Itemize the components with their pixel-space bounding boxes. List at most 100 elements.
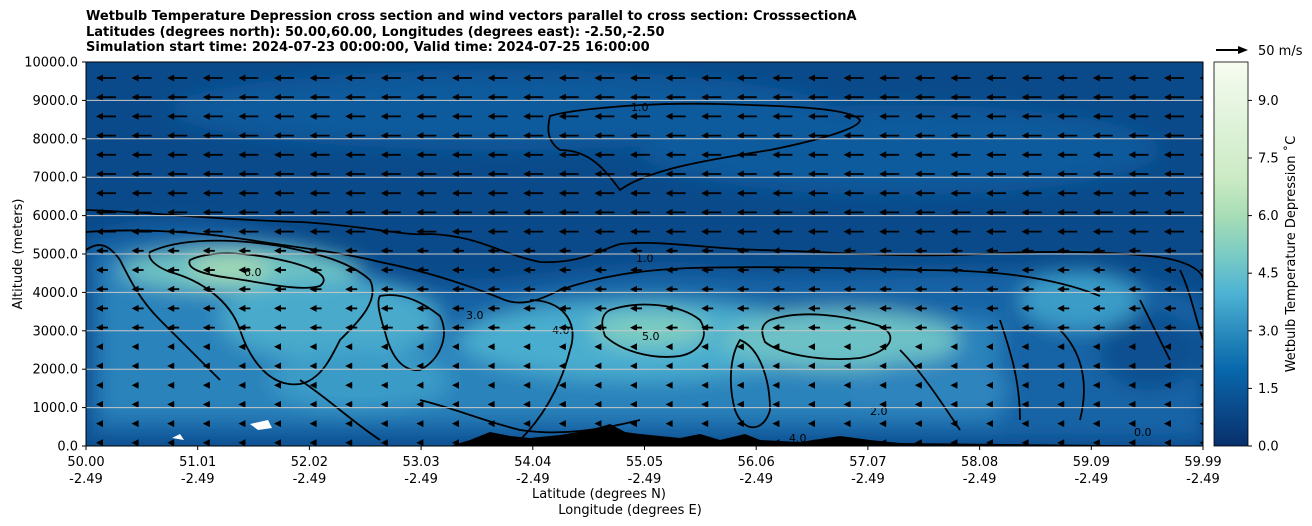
wind-arrow — [843, 285, 856, 293]
wind-arrow — [380, 247, 393, 255]
wind-vectors — [96, 74, 1203, 446]
title-line-3: Simulation start time: 2024-07-23 00:00:… — [86, 40, 650, 55]
wind-arrow — [202, 208, 223, 216]
wind-arrow — [736, 228, 757, 236]
wind-arrow — [416, 189, 437, 197]
contour-label: 3.0 — [466, 309, 484, 322]
wind-arrow — [630, 132, 650, 140]
wind-arrow — [345, 74, 366, 82]
wind-arrow — [808, 362, 815, 370]
wind-arrow — [1092, 324, 1105, 332]
colorbar-tick-label: 3.0 — [1258, 324, 1279, 339]
wind-arrow — [808, 170, 828, 178]
wind-arrow — [202, 112, 223, 120]
wind-arrow — [1164, 343, 1171, 351]
wind-arrow — [1092, 189, 1113, 197]
wind-arrow — [167, 228, 188, 236]
wind-arrow — [1128, 362, 1136, 370]
wind-arrow — [914, 400, 922, 408]
wind-arrow — [772, 381, 780, 389]
wind-arrow — [416, 266, 429, 274]
x-tick-label-lon: -2.49 — [293, 472, 327, 487]
wind-arrow — [558, 343, 566, 351]
wind-arrow — [96, 362, 103, 370]
wind-arrow — [630, 304, 642, 312]
wind-arrow — [202, 362, 210, 370]
wind-arrow — [843, 381, 851, 389]
wind-arrow — [416, 132, 437, 140]
wind-arrow — [1199, 441, 1203, 445]
wind-arrow — [772, 324, 785, 332]
wind-arrow — [808, 324, 820, 332]
wind-arrow — [986, 247, 998, 255]
wind-arrow — [843, 208, 864, 216]
wind-arrow — [594, 266, 607, 274]
wind-arrow — [1021, 170, 1042, 178]
wind-arrow — [1057, 151, 1078, 159]
wind-arrow — [914, 324, 927, 332]
wind-arrow — [1057, 74, 1078, 82]
wind-arrow — [487, 247, 500, 255]
wind-arrow — [1057, 343, 1065, 351]
wind-arrow — [96, 112, 116, 120]
wind-arrow — [594, 151, 615, 159]
wind-arrow — [558, 285, 571, 293]
wind-arrow — [1092, 420, 1100, 428]
wind-arrow — [1199, 95, 1203, 99]
wind-arrow — [843, 420, 851, 428]
wind-arrow — [1021, 324, 1034, 332]
wind-arrow — [914, 228, 935, 236]
wind-arrow — [96, 189, 116, 197]
wind-arrow — [131, 324, 144, 332]
wind-arrow — [487, 151, 508, 159]
wind-arrow — [380, 362, 388, 370]
wind-arrow — [345, 112, 366, 120]
wind-arrow — [630, 74, 650, 82]
wind-arrow — [167, 170, 188, 178]
wind-arrow — [1199, 364, 1203, 368]
wind-arrow — [879, 112, 900, 120]
wind-arrow — [630, 208, 650, 216]
contour-label: 2.0 — [870, 405, 888, 418]
wind-arrow — [1057, 381, 1065, 389]
x-tick-label-lat: 57.07 — [849, 455, 886, 470]
wind-arrow — [914, 132, 935, 140]
wind-arrow — [950, 266, 963, 274]
wind-arrow — [131, 343, 139, 351]
wind-arrow — [274, 400, 281, 408]
wind-arrow — [772, 247, 785, 255]
wind-arrow — [630, 228, 650, 236]
wind-arrow — [1021, 228, 1042, 236]
wind-arrow — [345, 93, 366, 101]
wind-arrow — [879, 343, 887, 351]
wind-arrow — [665, 400, 673, 408]
wind-arrow — [879, 208, 900, 216]
wind-arrow — [1021, 420, 1029, 428]
wind-arrow — [380, 285, 393, 293]
wind-arrow — [202, 228, 223, 236]
wind-arrow — [701, 189, 722, 197]
wind-arrow — [1164, 74, 1184, 82]
wind-arrow — [416, 400, 424, 408]
wind-arrow — [96, 439, 103, 446]
wind-arrow — [131, 189, 152, 197]
wind-arrow — [1128, 93, 1149, 101]
wind-arrow — [96, 132, 116, 140]
title-line-1: Wetbulb Temperature Depression cross sec… — [86, 9, 857, 24]
wind-arrow — [1199, 421, 1203, 426]
wind-arrow — [96, 228, 116, 236]
wind-arrow — [274, 343, 281, 351]
wind-arrow — [238, 151, 259, 159]
wind-arrow — [701, 151, 722, 159]
y-tick-label: 3000.0 — [33, 324, 79, 339]
wind-arrow — [843, 132, 864, 140]
wind-arrow — [380, 228, 401, 236]
wind-arrow — [1164, 228, 1184, 236]
gridlines — [86, 99, 1203, 409]
wind-arrow — [950, 285, 963, 293]
wind-arrow — [96, 247, 108, 255]
wind-arrow — [309, 324, 322, 332]
x-tick-label-lon: -2.49 — [1074, 472, 1108, 487]
wind-arrow — [879, 400, 887, 408]
wind-arrow — [772, 228, 793, 236]
